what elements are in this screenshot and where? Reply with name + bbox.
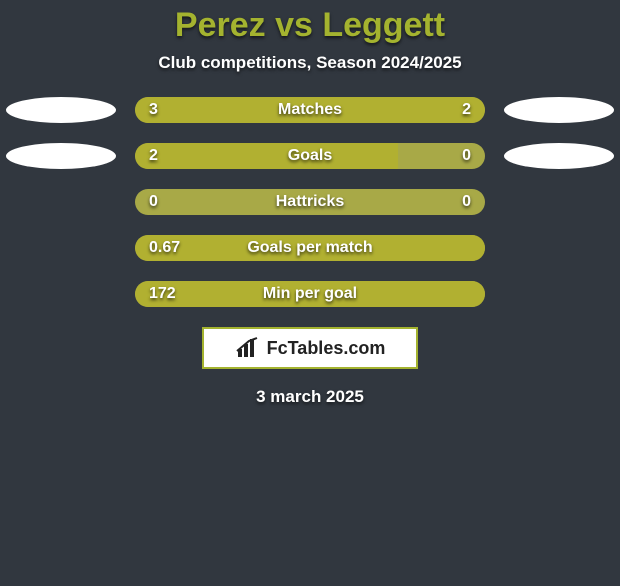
stat-value-right: 0 [462,189,471,215]
brand-text: FcTables.com [267,338,386,359]
player-right-badge-2 [504,143,614,169]
chart-icon [235,337,261,359]
stat-row-hattricks: 0 Hattricks 0 [135,189,485,215]
stat-label: Min per goal [135,281,485,307]
stat-row-goals: 2 Goals 0 [135,143,485,169]
stat-label: Hattricks [135,189,485,215]
stat-row-min-per-goal: 172 Min per goal [135,281,485,307]
stat-label: Goals [135,143,485,169]
page-subtitle: Club competitions, Season 2024/2025 [0,53,620,73]
page-title: Perez vs Leggett [0,6,620,45]
comparison-stage: 3 Matches 2 2 Goals 0 0 Hattricks 0 0.67… [0,97,620,369]
player-right-badge-1 [504,97,614,123]
stat-value-right: 2 [462,97,471,123]
stat-value-right: 0 [462,143,471,169]
brand-box[interactable]: FcTables.com [202,327,418,369]
player-left-badge-1 [6,97,116,123]
stat-label: Goals per match [135,235,485,261]
stat-row-goals-per-match: 0.67 Goals per match [135,235,485,261]
stat-row-matches: 3 Matches 2 [135,97,485,123]
stat-bars: 3 Matches 2 2 Goals 0 0 Hattricks 0 0.67… [135,97,485,307]
stat-label: Matches [135,97,485,123]
date-label: 3 march 2025 [0,387,620,407]
player-left-badge-2 [6,143,116,169]
